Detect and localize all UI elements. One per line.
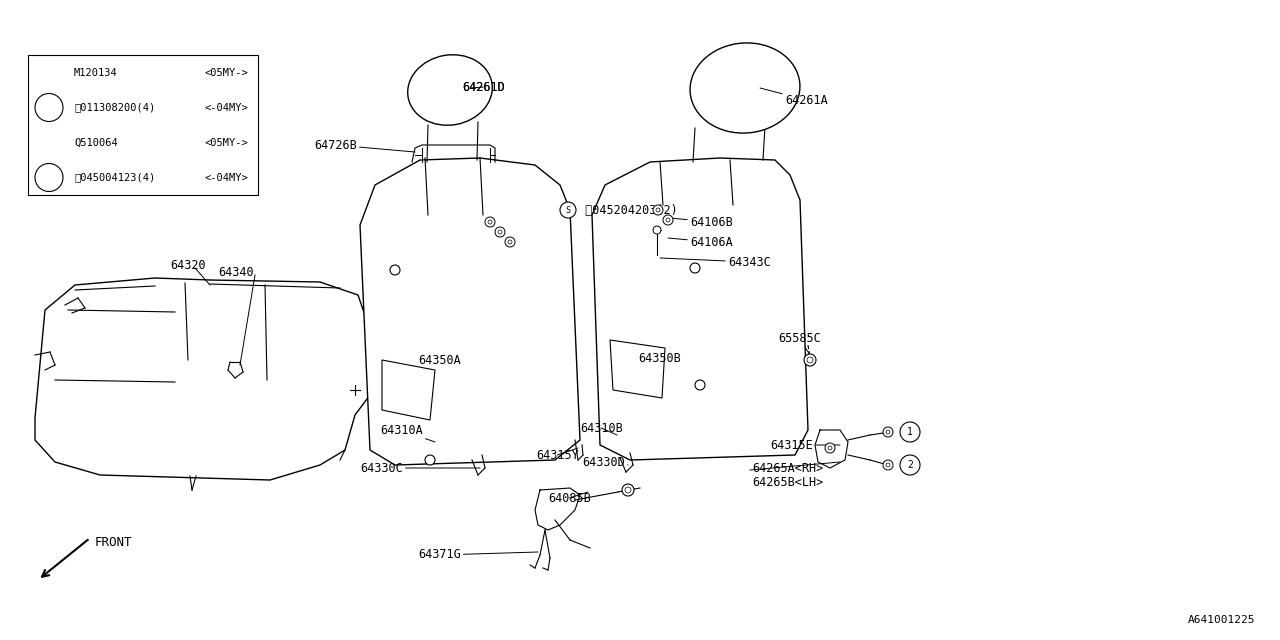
Circle shape bbox=[883, 427, 893, 437]
Text: M120134: M120134 bbox=[74, 67, 118, 77]
Text: 64320: 64320 bbox=[170, 259, 206, 271]
Text: 64350B: 64350B bbox=[637, 351, 681, 365]
Text: 64315Y: 64315Y bbox=[536, 448, 579, 461]
Circle shape bbox=[663, 215, 673, 225]
Circle shape bbox=[485, 217, 495, 227]
Text: 64350A: 64350A bbox=[419, 353, 461, 367]
Circle shape bbox=[806, 357, 813, 363]
Text: 64310A: 64310A bbox=[380, 424, 435, 442]
Circle shape bbox=[886, 430, 890, 434]
Text: 64343C: 64343C bbox=[660, 255, 771, 269]
Text: 64085B: 64085B bbox=[548, 492, 591, 504]
Circle shape bbox=[900, 455, 920, 475]
Polygon shape bbox=[35, 278, 370, 480]
Text: Ⓑ011308200(4): Ⓑ011308200(4) bbox=[74, 102, 155, 113]
Circle shape bbox=[425, 455, 435, 465]
Text: 64106B: 64106B bbox=[669, 216, 732, 228]
Polygon shape bbox=[360, 158, 580, 465]
Circle shape bbox=[498, 230, 502, 234]
Circle shape bbox=[883, 460, 893, 470]
Circle shape bbox=[666, 218, 669, 222]
Text: S: S bbox=[566, 205, 571, 214]
Text: 1: 1 bbox=[908, 427, 913, 437]
Text: <05MY->: <05MY-> bbox=[204, 67, 248, 77]
Circle shape bbox=[561, 202, 576, 218]
Text: 64261D: 64261D bbox=[462, 81, 504, 93]
Circle shape bbox=[35, 93, 63, 122]
Text: Q510064: Q510064 bbox=[74, 138, 118, 147]
Polygon shape bbox=[593, 158, 808, 460]
Circle shape bbox=[625, 487, 631, 493]
Text: 64265B<LH>: 64265B<LH> bbox=[753, 476, 823, 488]
Text: 64315E: 64315E bbox=[771, 438, 840, 451]
Text: FRONT: FRONT bbox=[95, 536, 133, 548]
Text: 64265A<RH>: 64265A<RH> bbox=[753, 461, 823, 474]
Circle shape bbox=[35, 163, 63, 191]
Polygon shape bbox=[611, 340, 666, 398]
Circle shape bbox=[828, 446, 832, 450]
Text: <-04MY>: <-04MY> bbox=[204, 173, 248, 182]
Text: 2: 2 bbox=[46, 102, 52, 113]
Circle shape bbox=[657, 208, 660, 212]
Circle shape bbox=[508, 240, 512, 244]
Circle shape bbox=[900, 422, 920, 442]
Text: <-04MY>: <-04MY> bbox=[204, 102, 248, 113]
Text: 2: 2 bbox=[908, 460, 913, 470]
Bar bbox=[28, 55, 259, 195]
Circle shape bbox=[690, 263, 700, 273]
Circle shape bbox=[695, 380, 705, 390]
Text: A641001225: A641001225 bbox=[1188, 615, 1254, 625]
Circle shape bbox=[826, 443, 835, 453]
Text: 64340: 64340 bbox=[218, 266, 253, 278]
Text: Ⓢ045204203(2): Ⓢ045204203(2) bbox=[579, 204, 677, 216]
Circle shape bbox=[622, 484, 634, 496]
Text: 64726B: 64726B bbox=[314, 138, 415, 152]
Text: 64261A: 64261A bbox=[760, 88, 828, 106]
Ellipse shape bbox=[408, 55, 493, 125]
Text: 64261D: 64261D bbox=[462, 81, 504, 93]
Text: 64330D: 64330D bbox=[582, 456, 628, 468]
Text: 64106A: 64106A bbox=[668, 236, 732, 248]
Text: <05MY->: <05MY-> bbox=[204, 138, 248, 147]
Polygon shape bbox=[381, 360, 435, 420]
Text: 64371G: 64371G bbox=[419, 548, 538, 561]
Text: 64310B: 64310B bbox=[580, 422, 623, 435]
Circle shape bbox=[886, 463, 890, 467]
Circle shape bbox=[390, 265, 401, 275]
Circle shape bbox=[804, 354, 817, 366]
Circle shape bbox=[653, 226, 660, 234]
Ellipse shape bbox=[690, 43, 800, 133]
Text: 64330C: 64330C bbox=[360, 461, 480, 474]
Text: Ⓢ045004123(4): Ⓢ045004123(4) bbox=[74, 173, 155, 182]
Text: 65585C: 65585C bbox=[778, 332, 820, 355]
Circle shape bbox=[488, 220, 492, 224]
Circle shape bbox=[506, 237, 515, 247]
Circle shape bbox=[495, 227, 506, 237]
Circle shape bbox=[653, 205, 663, 215]
Text: 1: 1 bbox=[46, 173, 52, 182]
